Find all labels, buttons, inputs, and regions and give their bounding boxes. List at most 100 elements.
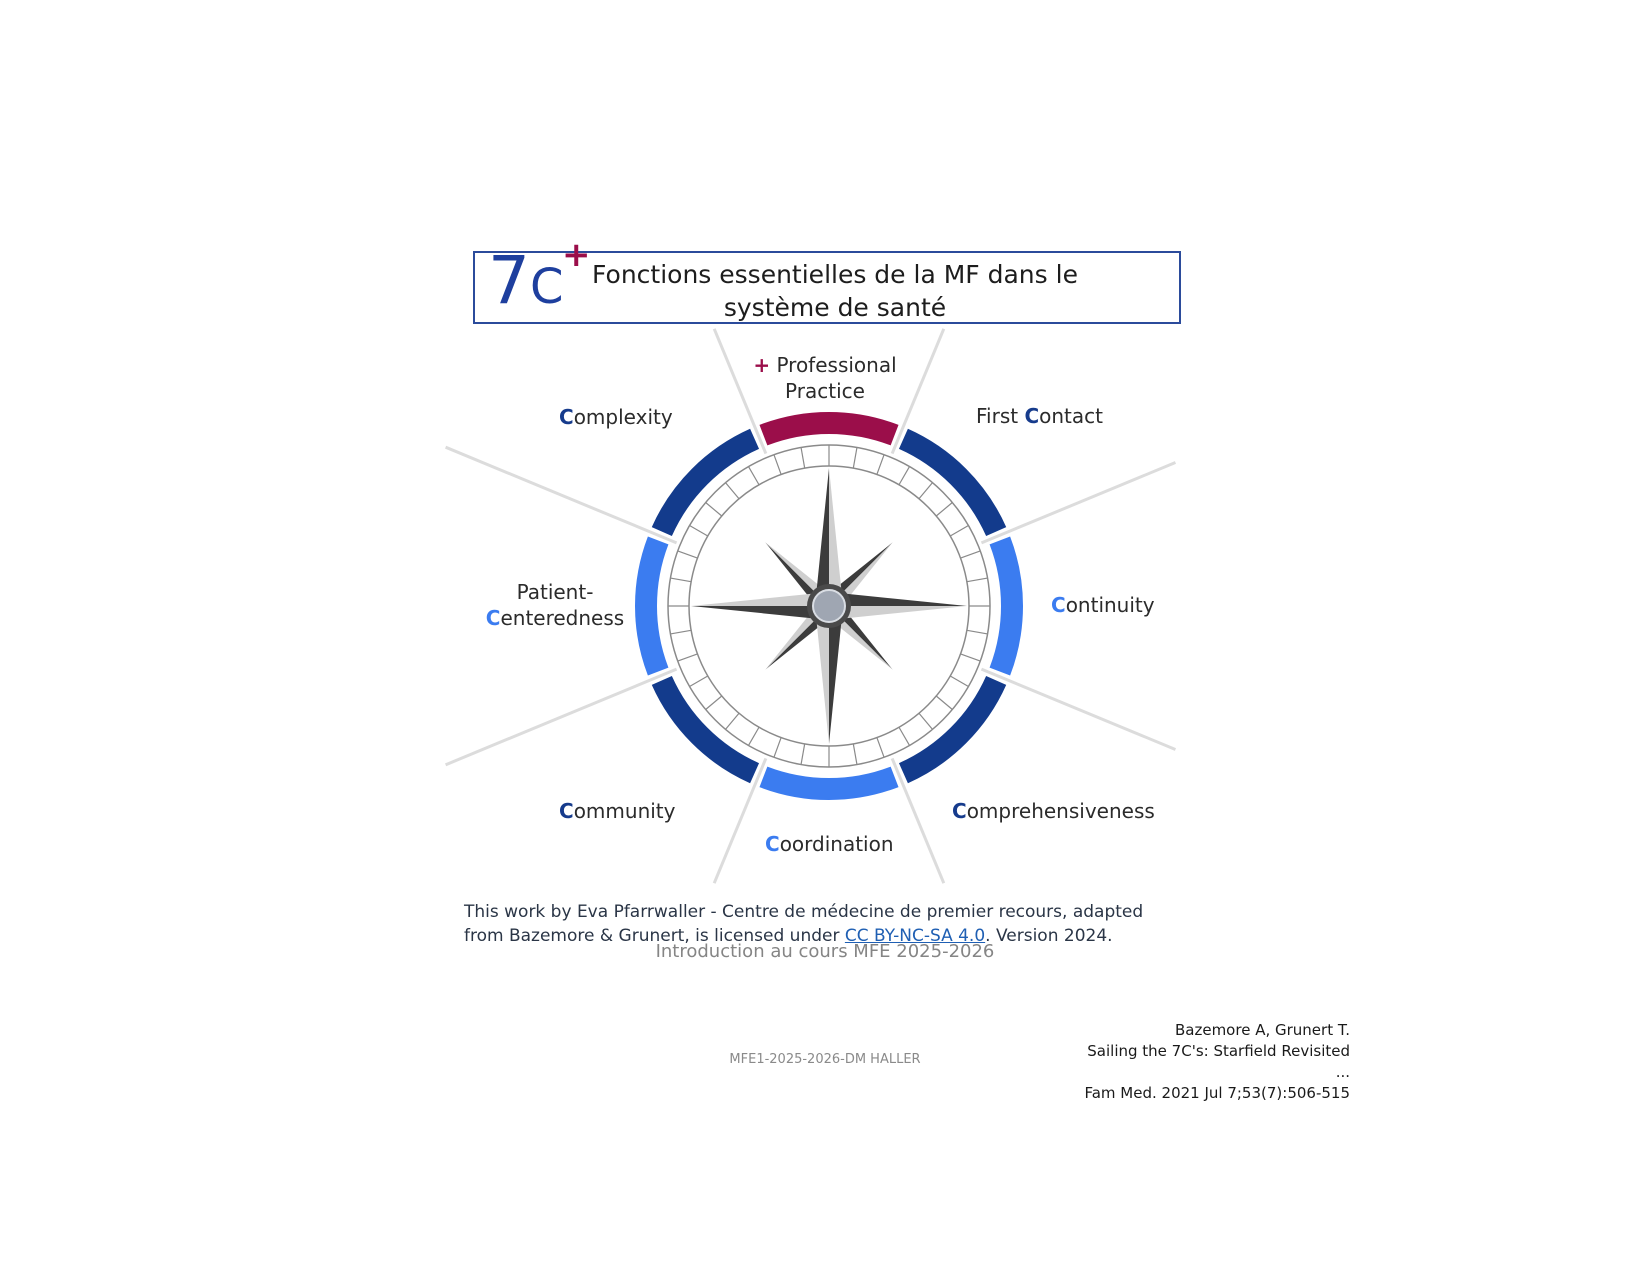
dial-tick bbox=[898, 726, 911, 746]
dial-tick bbox=[747, 726, 760, 746]
outer-ring bbox=[635, 412, 1023, 800]
dial-tick bbox=[966, 577, 988, 583]
credit-text: This work by Eva Pfarrwaller - Centre de… bbox=[464, 902, 1144, 946]
label-continuity: Continuity bbox=[1051, 592, 1155, 618]
label-initial: C bbox=[559, 799, 574, 823]
dial-tick bbox=[966, 629, 988, 635]
rose-point bbox=[829, 468, 843, 606]
rose-point bbox=[691, 592, 829, 606]
logo-c: C bbox=[530, 259, 564, 315]
label-first-contact: First Contact bbox=[976, 403, 1103, 429]
label-initial: C bbox=[1024, 404, 1040, 428]
dial-tick bbox=[949, 675, 969, 688]
label-rest: omplexity bbox=[573, 405, 673, 429]
label-rest: ontinuity bbox=[1065, 593, 1155, 617]
7c-logo: 7C + bbox=[488, 238, 591, 322]
rose-point bbox=[829, 606, 843, 744]
dial-tick bbox=[918, 712, 933, 730]
rose-hub-inner bbox=[812, 589, 846, 623]
spokes bbox=[445, 328, 1177, 884]
label-line1: Patient- bbox=[516, 580, 594, 604]
dial-tick bbox=[876, 737, 885, 758]
label-text: Professional bbox=[776, 353, 897, 377]
label-initial: C bbox=[1051, 593, 1066, 617]
spoke-line bbox=[712, 757, 768, 884]
spoke-line bbox=[890, 328, 946, 455]
label-prefix: First bbox=[976, 404, 1025, 428]
label-professional-practice: + Professional Practice bbox=[745, 352, 905, 404]
dial-tick bbox=[689, 675, 709, 688]
ref-ellipsis: ... bbox=[1335, 1063, 1350, 1081]
dial-tick bbox=[677, 653, 698, 662]
spoke-line bbox=[712, 328, 768, 455]
dial-tick bbox=[960, 653, 981, 662]
compass-rose bbox=[691, 468, 967, 744]
dial-tick bbox=[705, 502, 723, 517]
label-community: Community bbox=[559, 798, 675, 824]
dial-tick bbox=[949, 524, 969, 537]
label-patient-centeredness: Patient- Centeredness bbox=[480, 579, 630, 631]
ring-segment-patient-centeredness bbox=[635, 536, 669, 676]
ref-title: Sailing the 7C's: Starfield Revisited bbox=[1087, 1042, 1350, 1060]
label-rest: enteredness bbox=[500, 606, 625, 630]
rose-point bbox=[815, 606, 829, 744]
label-initial: C bbox=[952, 799, 967, 823]
rose-point bbox=[815, 468, 829, 606]
license-credit: This work by Eva Pfarrwaller - Centre de… bbox=[464, 900, 1184, 948]
label-initial: C bbox=[559, 405, 574, 429]
ref-journal: Fam Med. 2021 Jul 7;53(7):506-515 bbox=[1084, 1084, 1350, 1102]
title-frame bbox=[473, 251, 1181, 324]
ring-segment-continuity bbox=[989, 536, 1023, 676]
dial-tick bbox=[876, 454, 885, 475]
label-rest: ontact bbox=[1039, 404, 1103, 428]
dial-tick bbox=[800, 743, 806, 765]
dial-tick bbox=[960, 550, 981, 559]
label-initial: C bbox=[765, 832, 780, 856]
dial-tick bbox=[670, 577, 692, 583]
spoke-line bbox=[445, 445, 678, 545]
dial-tick bbox=[935, 502, 953, 517]
dial-tick bbox=[725, 712, 740, 730]
label-coordination: Coordination bbox=[765, 831, 894, 857]
ring-segment-complexity bbox=[651, 428, 760, 537]
slide-footer: MFE1-2025-2026-DM HALLER bbox=[729, 1052, 921, 1067]
ring-segment-comprehensiveness bbox=[898, 675, 1007, 784]
ring-segment-first-contact bbox=[898, 428, 1007, 537]
dial-tick bbox=[898, 466, 911, 486]
dial-tick bbox=[935, 695, 953, 710]
spoke-line bbox=[980, 461, 1177, 545]
credit-version: . Version 2024. bbox=[985, 926, 1113, 946]
diagram-title: Fonctions essentielles de la MF dans le … bbox=[592, 260, 1078, 322]
dial-tick bbox=[670, 629, 692, 635]
ring-segment-community bbox=[651, 675, 760, 784]
logo-seven: 7 bbox=[488, 242, 530, 319]
dial-tick bbox=[747, 466, 760, 486]
spoke-line bbox=[890, 757, 946, 884]
label-initial: C bbox=[485, 606, 501, 630]
dial-tick bbox=[852, 447, 858, 469]
ref-authors: Bazemore A, Grunert T. bbox=[1174, 1021, 1350, 1039]
rose-point bbox=[691, 606, 829, 620]
dial-tick bbox=[918, 482, 933, 500]
dial-tick bbox=[773, 454, 782, 475]
dial-tick bbox=[677, 550, 698, 559]
dial-tick bbox=[705, 695, 723, 710]
license-link[interactable]: CC BY-NC-SA 4.0 bbox=[844, 926, 986, 946]
spoke-line bbox=[980, 667, 1177, 751]
logo-plus: + bbox=[562, 235, 591, 275]
label-text-line2: Practice bbox=[785, 379, 865, 403]
dial-tick bbox=[800, 447, 806, 469]
ring-segment-coordination bbox=[759, 766, 899, 800]
spoke-line bbox=[445, 667, 678, 767]
rose-point bbox=[829, 606, 967, 620]
rose-point bbox=[829, 592, 967, 606]
label-rest: omprehensiveness bbox=[966, 799, 1155, 823]
dial-tick bbox=[725, 482, 740, 500]
dial-tick bbox=[689, 524, 709, 537]
label-complexity: Complexity bbox=[559, 404, 673, 430]
ring-segment-professional bbox=[759, 412, 899, 446]
dial-tick bbox=[773, 737, 782, 758]
plus-sign: + bbox=[753, 353, 771, 377]
reference-citation: Bazemore A, Grunert T. Sailing the 7C's:… bbox=[1084, 1020, 1350, 1104]
